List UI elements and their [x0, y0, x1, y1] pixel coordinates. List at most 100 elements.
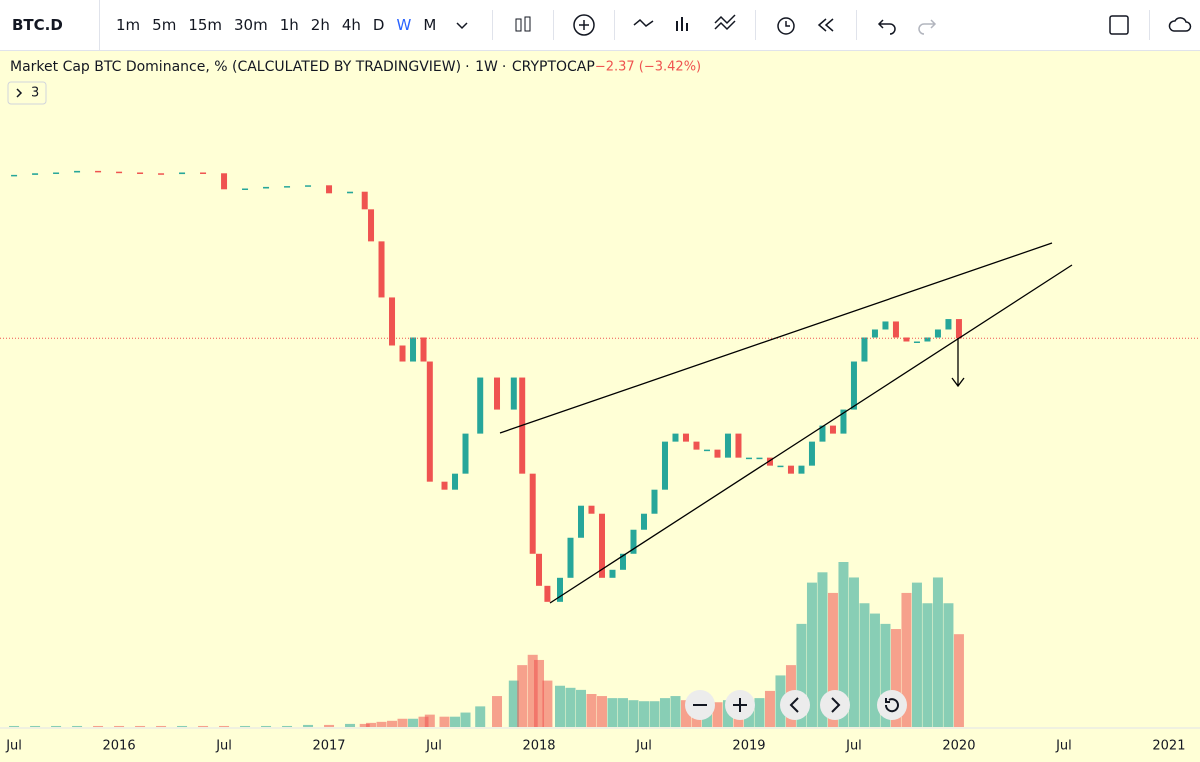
volume-bar [565, 687, 576, 727]
candle [630, 529, 637, 554]
volume-bar [527, 654, 538, 727]
volume-bar [30, 725, 41, 727]
volume-bar [901, 592, 912, 727]
volume-bar [135, 725, 146, 727]
scroll-left-button[interactable] [780, 690, 810, 720]
interval-button[interactable]: W [396, 16, 412, 34]
volume-bar [638, 701, 649, 727]
undo-button[interactable] [873, 11, 901, 39]
x-tick-label: 2020 [942, 739, 975, 754]
x-tick-label: Jul [425, 739, 442, 754]
compare-button[interactable] [570, 11, 598, 39]
candle [609, 569, 616, 578]
separator [1149, 10, 1150, 40]
volume-bar [596, 696, 607, 727]
candle [661, 441, 668, 490]
templates-button[interactable] [711, 11, 739, 39]
candle [945, 319, 952, 330]
interval-button[interactable]: 4h [341, 16, 361, 34]
x-tick-label: Jul [845, 739, 862, 754]
x-tick-label: Jul [215, 739, 232, 754]
candle [389, 297, 396, 346]
reset-button[interactable] [877, 690, 907, 720]
candle [850, 361, 857, 410]
volume-bar [670, 696, 681, 727]
interval-button[interactable]: 1m [116, 16, 141, 34]
volume-bar [517, 665, 528, 727]
volume-bar [324, 724, 335, 727]
volume-bar [911, 582, 922, 727]
candle [871, 329, 878, 338]
scroll-right-button[interactable] [820, 690, 850, 720]
indicators-toggle[interactable] [7, 81, 47, 105]
candle [672, 433, 679, 442]
volume-bar [932, 577, 943, 727]
volume-bar [424, 714, 435, 727]
volume-bar [555, 685, 565, 727]
candle [116, 171, 123, 174]
candle [284, 186, 291, 188]
candle [882, 321, 889, 330]
interval-button[interactable]: 5m [152, 16, 177, 34]
volume-bar [607, 698, 618, 727]
interval-button[interactable]: 30m [234, 16, 268, 34]
volume-bar [848, 577, 859, 727]
interval-button[interactable]: D [372, 16, 385, 34]
interval-button[interactable]: 1h [279, 16, 299, 34]
save-button[interactable] [1166, 11, 1194, 39]
replay-button[interactable] [812, 11, 840, 39]
volume-bar [628, 700, 639, 727]
candle [462, 433, 469, 474]
chart-type-button[interactable] [509, 11, 537, 39]
interval-button[interactable]: 2h [310, 16, 330, 34]
volume-bar [460, 712, 471, 727]
candle [640, 513, 647, 530]
candle [798, 465, 805, 474]
financials-button[interactable] [671, 11, 699, 39]
candle [74, 170, 81, 173]
x-tick-label: 2018 [522, 739, 555, 754]
x-tick-label: Jul [635, 739, 652, 754]
candle [787, 465, 794, 474]
series-interval: 1W [475, 59, 498, 75]
volume-bar [72, 725, 83, 727]
volume-bar [796, 623, 807, 727]
volume-bar [754, 698, 765, 727]
volume-bar [366, 722, 377, 727]
volume-bar [817, 572, 828, 727]
candle [378, 241, 385, 298]
candle [420, 337, 427, 362]
candle [619, 553, 626, 570]
candle [955, 319, 962, 339]
indicators-button[interactable] [631, 11, 659, 39]
symbol[interactable]: BTC.D [0, 0, 100, 50]
candle [137, 172, 144, 174]
volume-bar [575, 689, 586, 727]
interval-button[interactable]: M [423, 16, 437, 34]
volume-bar [450, 716, 461, 727]
x-tick-label: 2021 [1152, 739, 1185, 754]
candle [494, 377, 501, 410]
volume-bar [51, 725, 62, 727]
x-tick-label: Jul [5, 739, 22, 754]
volume-bar [9, 725, 20, 727]
candle [95, 170, 102, 173]
candle [242, 188, 249, 191]
volume-bar [534, 659, 545, 727]
layout-button[interactable] [1105, 11, 1133, 39]
separator [553, 10, 555, 40]
alert-button[interactable] [772, 11, 800, 39]
redo-button[interactable] [913, 11, 941, 39]
candle [410, 337, 417, 362]
left-icon [789, 697, 799, 713]
x-tick-label: 2017 [312, 739, 345, 754]
candle [588, 505, 595, 514]
volume-bar [859, 603, 870, 727]
zoom-controls [685, 690, 907, 720]
interval-button[interactable]: 15m [188, 16, 223, 34]
change-label: −2.37 (−3.42%) [595, 60, 701, 75]
interval-dropdown[interactable] [448, 11, 476, 39]
candle [903, 337, 910, 342]
